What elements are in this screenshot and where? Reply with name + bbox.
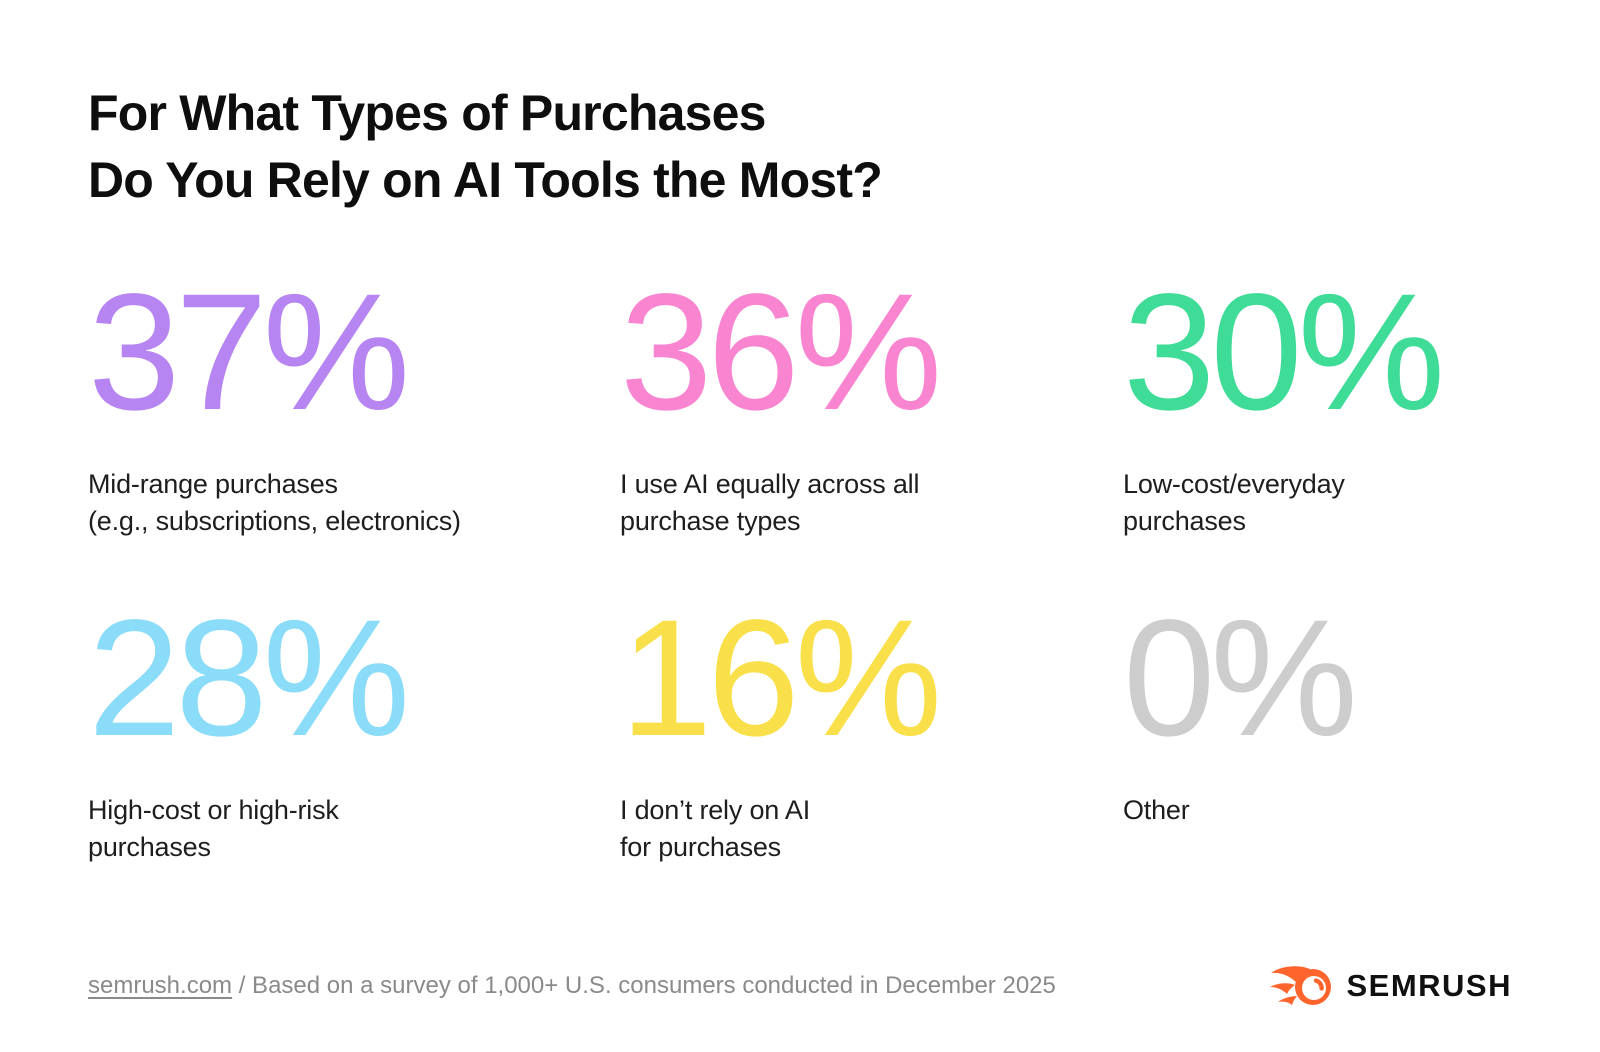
stat-value: 0%	[1123, 586, 1358, 771]
stat-value: 16%	[620, 586, 942, 771]
semrush-logo: SEMRUSH	[1270, 963, 1512, 1009]
stat-low-cost: 30% Low-cost/everyday purchases	[1123, 270, 1512, 540]
stat-value: 37%	[88, 260, 410, 445]
stat-label: Low-cost/everyday purchases	[1123, 469, 1345, 536]
stat-equal-use: 36% I use AI equally across all purchase…	[620, 270, 1123, 540]
stat-label: I use AI equally across all purchase typ…	[620, 469, 920, 536]
page-title: For What Types of Purchases Do You Rely …	[88, 80, 883, 214]
stats-grid: 37% Mid-range purchases (e.g., subscript…	[88, 270, 1512, 866]
source-note: / Based on a survey of 1,000+ U.S. consu…	[238, 972, 1056, 999]
footer: semrush.com / Based on a survey of 1,000…	[88, 960, 1512, 1012]
stat-no-ai: 16% I don’t rely on AI for purchases	[620, 596, 1123, 866]
stat-label: I don’t rely on AI for purchases	[620, 795, 811, 862]
semrush-link[interactable]: semrush.com	[88, 972, 233, 999]
stat-label: Other	[1123, 795, 1190, 825]
semrush-flame-icon	[1270, 963, 1334, 1009]
page-title-line-2: Do You Rely on AI Tools the Most?	[88, 152, 883, 208]
stat-value: 28%	[88, 586, 410, 771]
stat-other: 0% Other	[1123, 596, 1512, 866]
stat-value: 36%	[620, 260, 942, 445]
page-title-line-1: For What Types of Purchases	[88, 85, 766, 141]
semrush-wordmark: SEMRUSH	[1346, 968, 1512, 1003]
stat-value: 30%	[1123, 260, 1445, 445]
source-attribution: semrush.com / Based on a survey of 1,000…	[88, 972, 1056, 1000]
stat-label: High-cost or high-risk purchases	[88, 795, 339, 862]
stat-label: Mid-range purchases (e.g., subscriptions…	[88, 469, 461, 536]
stat-high-cost: 28% High-cost or high-risk purchases	[88, 596, 620, 866]
stat-mid-range: 37% Mid-range purchases (e.g., subscript…	[88, 270, 620, 540]
